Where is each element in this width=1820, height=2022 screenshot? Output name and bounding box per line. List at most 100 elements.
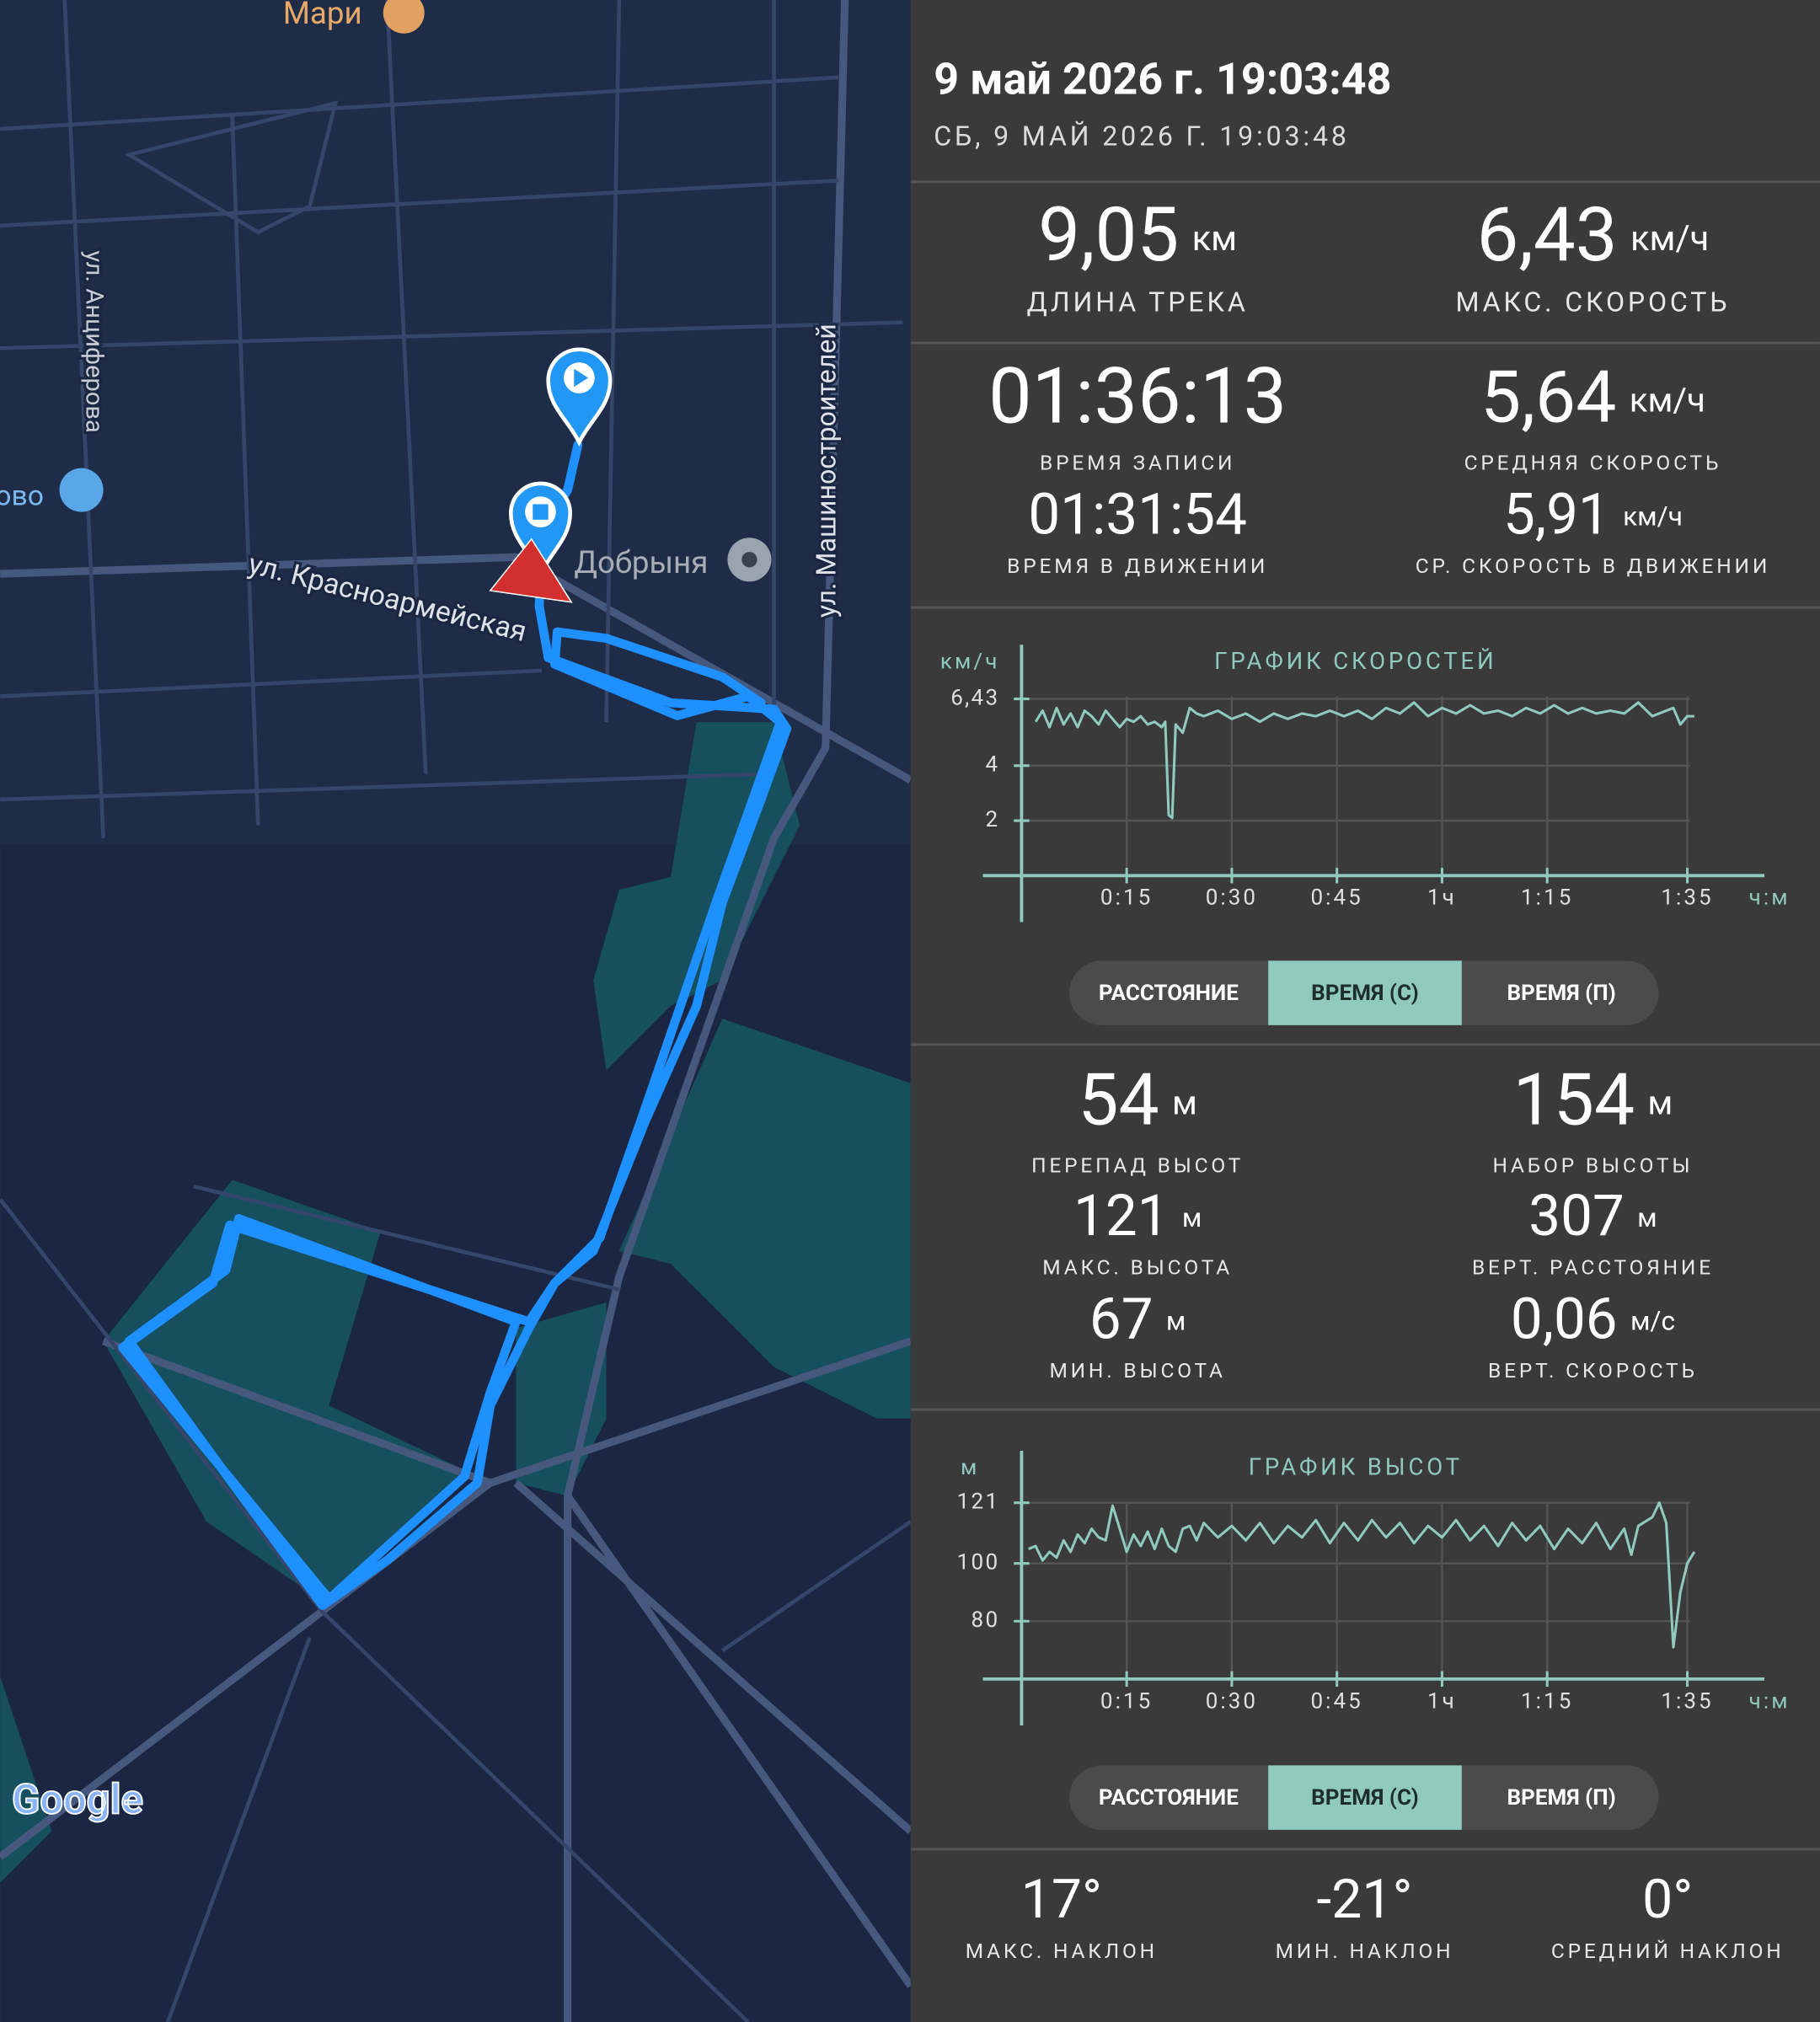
x-tick-label: 0:30 [1206,885,1258,911]
stat-label: МИН. ВЫСОТА [1049,1358,1225,1383]
stat-value: 67 м [1089,1286,1186,1352]
location-arrow [489,538,573,603]
stat-number: 154 [1513,1056,1635,1142]
toggle-button[interactable]: РАССТОЯНИЕ [1099,981,1239,1006]
stats-panel: 9 май 2026 г. 19:03:48 СБ, 9 МАЙ 2026 Г.… [910,0,1820,2022]
chart: ГРАФИК ВЫСОТ м ч:м 80 100 121 0:15 0:30 0:45 1ч 1:… [957,1450,1788,1725]
map-label: Мари [283,0,362,31]
toggle-label[interactable]: РАССТОЯНИЕ [1099,981,1239,1006]
toggle-button[interactable]: РАССТОЯНИЕ [1099,1785,1239,1811]
stat-label: ВЕРТ. СКОРОСТЬ [1488,1358,1698,1383]
chart: ГРАФИК СКОРОСТЕЙ км/ч ч:м 2 4 6,43 0:15 0:30 0:4… [940,645,1791,923]
y-unit: км/ч [940,650,1000,675]
road [0,553,913,784]
stat-number: 6,43 [1477,192,1618,280]
road [489,1337,914,1988]
stat-number: 01:36:13 [988,352,1287,442]
map-label: ово [0,480,44,513]
toggle-selected [1268,1765,1462,1830]
road [564,0,849,2022]
y-tick-label: 6,43 [950,685,999,710]
stat-number: 0° [1642,1867,1693,1931]
toggle-button[interactable]: ВРЕМЯ (П) [1507,981,1615,1006]
roads [0,0,914,2022]
y-tick-label: 121 [957,1490,1000,1515]
stat-label: ПЕРЕПАД ВЫСОТ [1031,1153,1244,1178]
map[interactable]: Мари ул. Анциферова ово ул. Красноармейс… [0,0,914,2022]
stat-label: ДЛИНА ТРЕКА [1027,286,1249,318]
toggle-button[interactable]: ВРЕМЯ (С) [1268,1765,1462,1830]
data-line [1028,1501,1696,1649]
x-tick-label: 0:15 [1100,885,1153,911]
y-tick-label: 2 [985,807,999,832]
map-label: Добрыня [574,544,708,580]
stat-value: 154 м [1513,1056,1673,1142]
stat-label: СРЕДНИЙ НАКЛОН [1551,1939,1785,1963]
stat-unit: км/ч [1630,218,1709,259]
stat-unit: м [1182,1202,1202,1233]
toggle-label[interactable]: ВРЕМЯ (П) [1507,981,1615,1006]
stat-number: 5,91 [1503,482,1610,548]
x-tick-label: 0:15 [1100,1688,1153,1714]
stat-value: 17° [1021,1867,1102,1931]
poi-icon [383,0,425,34]
segmented-control[interactable]: РАССТОЯНИЕ ВРЕМЯ (С) ВРЕМЯ (П) [1069,960,1659,1025]
stat-number: 5,64 [1480,354,1616,439]
pin [546,347,613,447]
stat-label: МАКС. СКОРОСТЬ [1455,286,1730,318]
x-tick-label: 1ч [1427,885,1457,911]
stat-number: 0,06 [1511,1286,1618,1352]
pin [508,481,572,579]
stat-label: СРЕДНЯЯ СКОРОСТЬ [1464,450,1722,474]
x-unit: ч:м [1749,885,1791,911]
stop-icon [533,504,549,520]
toggle-label[interactable]: ВРЕМЯ (С) [1311,981,1419,1006]
chart-title: ГРАФИК СКОРОСТЕЙ [1214,647,1496,675]
stat-value: 0,06 м/с [1511,1286,1675,1352]
stat-unit: км [1192,218,1237,259]
toggle-button[interactable]: ВРЕМЯ (П) [1507,1785,1615,1811]
track-title: 9 май 2026 г. 19:03:48 [934,54,1391,105]
stat-value: 9,05 км [1038,192,1237,280]
x-tick-label: 0:45 [1310,885,1362,911]
stat-unit: м/с [1630,1306,1675,1337]
park [618,1019,911,1419]
y-unit: м [961,1455,979,1480]
stat-number: 54 [1078,1056,1159,1142]
y-tick-label: 80 [972,1607,1000,1633]
toggle-label[interactable]: ВРЕМЯ (С) [1311,1785,1419,1811]
stat-label: НАБОР ВЫСОТЫ [1492,1153,1693,1178]
stat-unit: м [1166,1306,1186,1337]
toggle-label[interactable]: РАССТОЯНИЕ [1099,1785,1239,1811]
stat-number: 67 [1089,1286,1154,1352]
toggle-label[interactable]: ВРЕМЯ (П) [1507,1785,1615,1811]
y-tick-label: 4 [985,752,999,778]
end-marker[interactable] [508,481,572,579]
stat-label: ВРЕМЯ ЗАПИСИ [1040,450,1235,474]
stat-unit: м [1172,1083,1197,1122]
park [103,1180,465,1606]
x-tick-label: 1:15 [1521,885,1573,911]
chart-title: ГРАФИК ВЫСОТ [1249,1453,1463,1481]
stat-unit: м [1647,1083,1673,1122]
stat-value: 6,43 км/ч [1477,192,1710,280]
stat-label: МАКС. НАКЛОН [966,1939,1158,1963]
segmented-control[interactable]: РАССТОЯНИЕ ВРЕМЯ (С) ВРЕМЯ (П) [1069,1765,1659,1830]
stat-value: 121 м [1073,1184,1202,1249]
map-label: ул. Машиностроителей [810,324,842,618]
stat-value: 01:31:54 [1028,482,1247,548]
stat-unit: км/ч [1630,380,1705,420]
stat-number: 17° [1021,1867,1102,1931]
start-marker[interactable] [546,347,613,447]
poi-icon [59,468,104,512]
x-tick-label: 1:15 [1521,1688,1573,1714]
road [0,0,913,2022]
x-tick-label: 1ч [1427,1688,1457,1714]
data-line [1034,701,1694,820]
stat-label: МАКС. ВЫСОТА [1042,1255,1233,1280]
map-label: ул. Анциферова [80,250,109,433]
stat-label: МИН. НАКЛОН [1276,1939,1454,1963]
toggle-button[interactable]: ВРЕМЯ (С) [1268,960,1462,1025]
